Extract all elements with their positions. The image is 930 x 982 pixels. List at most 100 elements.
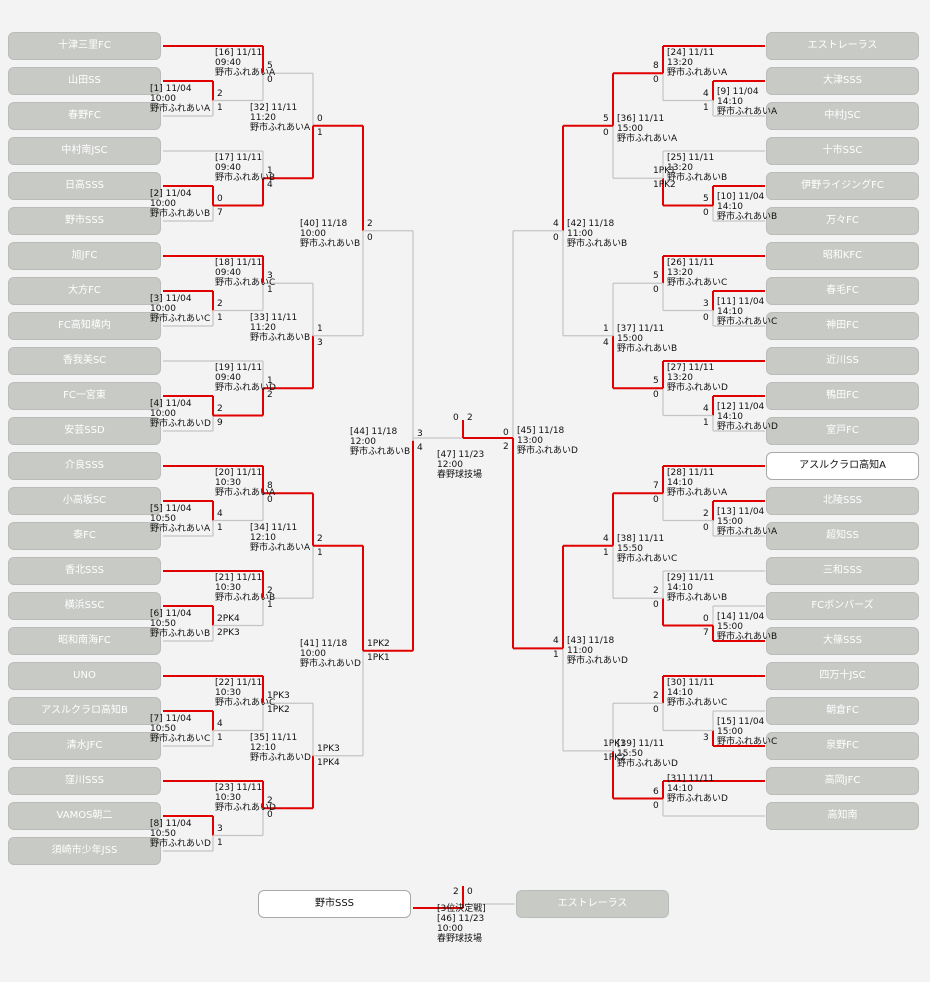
match-score: 0 [217, 193, 223, 204]
team-right-11[interactable]: 室戸FC [766, 417, 919, 445]
team-right-13[interactable]: 北陵SSS [766, 487, 919, 515]
match-info: 13:20 [667, 268, 693, 279]
match-score: 0 [267, 495, 273, 506]
team-left-5[interactable]: 野市SSS [8, 207, 161, 235]
team-right-15[interactable]: 三和SSS [766, 557, 919, 585]
team-right-8[interactable]: 神田FC [766, 312, 919, 340]
team-right-9[interactable]: 近川SS [766, 347, 919, 375]
match-info: [20] 11/11 [215, 468, 263, 479]
third-place-info: 10:00 [437, 924, 463, 934]
team-right-18[interactable]: 四万十JSC [766, 662, 919, 690]
match-score: 7 [217, 207, 223, 218]
match-info: [40] 11/18 [300, 218, 348, 229]
team-left-16[interactable]: 横浜SSC [8, 592, 161, 620]
team-left-14[interactable]: 泰FC [8, 522, 161, 550]
team-left-17[interactable]: 昭和南海FC [8, 627, 161, 655]
match-info: 10:00 [150, 198, 176, 209]
team-right-3[interactable]: 十市SSC [766, 137, 919, 165]
team-right-19[interactable]: 朝倉FC [766, 697, 919, 725]
team-right-5[interactable]: 万々FC [766, 207, 919, 235]
team-left-20[interactable]: 清水JFC [8, 732, 161, 760]
match-score: 0 [603, 127, 609, 138]
match-score: 8 [653, 61, 659, 72]
team-left-15[interactable]: 香北SSS [8, 557, 161, 585]
team-right-2[interactable]: 中村JSC [766, 102, 919, 130]
team-left-11[interactable]: 安芸SSD [8, 417, 161, 445]
team-left-18[interactable]: UNO [8, 662, 161, 690]
team-right-7[interactable]: 春毛FC [766, 277, 919, 305]
team-right-21[interactable]: 高岡JFC [766, 767, 919, 795]
match-info: 野市ふれあいB [567, 238, 628, 249]
match-score: 3 [217, 823, 223, 834]
team-right-0[interactable]: エストレーラス [766, 32, 919, 60]
third-place-right-team[interactable]: エストレーラス [516, 890, 669, 918]
team-left-7[interactable]: 大方FC [8, 277, 161, 305]
team-left-2[interactable]: 春野FC [8, 102, 161, 130]
team-right-4[interactable]: 伊野ライジングFC [766, 172, 919, 200]
match-info: [43] 11/18 [567, 636, 615, 647]
team-right-17[interactable]: 大篠SSS [766, 627, 919, 655]
match-score: 2 [503, 441, 509, 452]
match-info: 11:20 [250, 322, 276, 333]
third-place-info: 春野球技場 [437, 934, 483, 944]
match-score: 2 [317, 533, 323, 544]
match-score: 0 [703, 613, 709, 624]
match-score: 0 [653, 390, 659, 401]
team-right-10[interactable]: 鴨田FC [766, 382, 919, 410]
team-left-0[interactable]: 十津三里FC [8, 32, 161, 60]
team-left-3[interactable]: 中村南JSC [8, 137, 161, 165]
match-score: 7 [703, 627, 709, 638]
team-left-21[interactable]: 窪川SSS [8, 767, 161, 795]
match-info: 10:50 [150, 618, 176, 629]
match-info: [5] 11/04 [150, 503, 192, 514]
match-info: [24] 11/11 [667, 48, 715, 59]
match-info: [23] 11/11 [215, 783, 263, 794]
match-info: [16] 11/11 [215, 48, 263, 59]
team-left-13[interactable]: 小高坂SC [8, 487, 161, 515]
match-score: 1 [217, 102, 223, 113]
match-score: 0 [267, 75, 273, 86]
third-place-left-team[interactable]: 野市SSS [258, 890, 411, 918]
match-info: 14:10 [717, 96, 743, 107]
team-right-14[interactable]: 超知SS [766, 522, 919, 550]
team-right-1[interactable]: 大津SSS [766, 67, 919, 95]
match-info: [36] 11/11 [617, 113, 665, 124]
team-left-10[interactable]: FC一宮東 [8, 382, 161, 410]
team-left-19[interactable]: アスルクラロ高知B [8, 697, 161, 725]
match-info: 11:00 [567, 228, 593, 239]
team-right-16[interactable]: FCボンバーズ [766, 592, 919, 620]
team-left-12[interactable]: 介良SSS [8, 452, 161, 480]
team-left-6[interactable]: 旭JFC [8, 242, 161, 270]
match-info: 15:00 [617, 333, 643, 344]
match-score: 1 [703, 102, 709, 113]
match-score: 3 [317, 337, 323, 348]
match-info: 11:20 [250, 112, 276, 123]
match-score: 1 [553, 650, 559, 661]
match-score: 0 [653, 600, 659, 611]
match-score: 4 [553, 218, 559, 229]
team-left-23[interactable]: 須崎市少年JSS [8, 837, 161, 865]
match-info: 10:50 [150, 828, 176, 839]
team-right-20[interactable]: 泉野FC [766, 732, 919, 760]
match-info: 14:10 [667, 583, 693, 594]
match-info: 春野球技場 [437, 470, 483, 480]
match-score: 4 [703, 88, 709, 99]
match-info: 野市ふれあいA [215, 68, 276, 79]
match-score: 2 [367, 218, 373, 229]
match-info: 10:30 [215, 478, 241, 489]
team-right-22[interactable]: 高知南 [766, 802, 919, 830]
team-left-1[interactable]: 山田SS [8, 67, 161, 95]
team-right-6[interactable]: 昭和KFC [766, 242, 919, 270]
match-score: 2PK3 [217, 627, 240, 638]
team-right-12[interactable]: アスルクラロ高知A [766, 452, 919, 480]
team-left-9[interactable]: 香我美SC [8, 347, 161, 375]
team-left-4[interactable]: 日高SSS [8, 172, 161, 200]
match-info: [44] 11/18 [350, 426, 398, 437]
team-left-8[interactable]: FC高知横内 [8, 312, 161, 340]
match-info: 15:50 [617, 543, 643, 554]
team-left-22[interactable]: VAMOS朝二 [8, 802, 161, 830]
match-info: 13:20 [667, 373, 693, 384]
match-info: [47] 11/23 [437, 450, 485, 460]
match-info: 野市ふれあいC [667, 698, 728, 709]
